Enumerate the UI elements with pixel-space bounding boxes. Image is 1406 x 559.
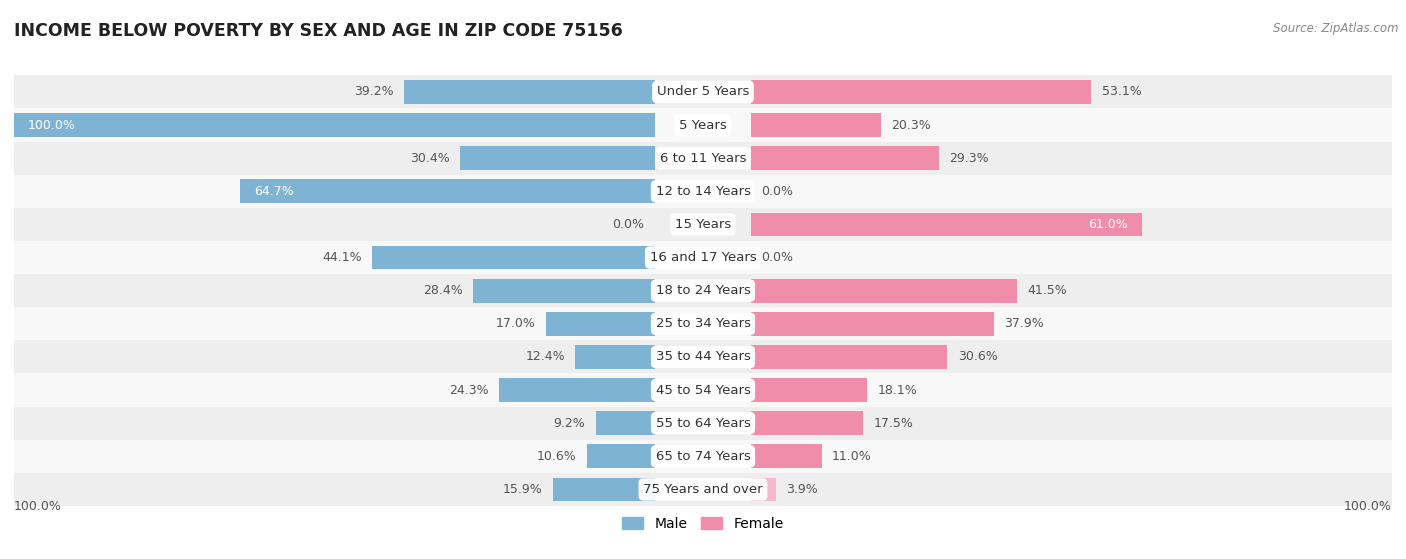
Bar xyxy=(751,80,1091,104)
Text: 61.0%: 61.0% xyxy=(1088,218,1128,231)
Text: 35 to 44 Years: 35 to 44 Years xyxy=(655,350,751,363)
Bar xyxy=(499,378,655,402)
Text: 17.5%: 17.5% xyxy=(873,416,914,430)
Text: 55 to 64 Years: 55 to 64 Years xyxy=(655,416,751,430)
Text: INCOME BELOW POVERTY BY SEX AND AGE IN ZIP CODE 75156: INCOME BELOW POVERTY BY SEX AND AGE IN Z… xyxy=(14,22,623,40)
Text: 65 to 74 Years: 65 to 74 Years xyxy=(655,450,751,463)
Text: 100.0%: 100.0% xyxy=(1344,500,1392,513)
Text: 18 to 24 Years: 18 to 24 Years xyxy=(655,284,751,297)
Text: 20.3%: 20.3% xyxy=(891,119,931,131)
Bar xyxy=(14,473,1392,506)
Bar xyxy=(14,208,1392,241)
Bar xyxy=(546,312,655,336)
Bar xyxy=(14,241,1392,274)
Bar xyxy=(14,307,1392,340)
Text: 100.0%: 100.0% xyxy=(14,500,62,513)
Bar xyxy=(460,146,655,170)
Text: 15.9%: 15.9% xyxy=(503,483,543,496)
Bar xyxy=(586,444,655,468)
Text: 25 to 34 Years: 25 to 34 Years xyxy=(655,318,751,330)
Text: 0.0%: 0.0% xyxy=(762,185,793,198)
Bar xyxy=(14,141,1392,175)
Text: 28.4%: 28.4% xyxy=(423,284,463,297)
Text: 75 Years and over: 75 Years and over xyxy=(643,483,763,496)
Bar xyxy=(751,444,821,468)
Text: Source: ZipAtlas.com: Source: ZipAtlas.com xyxy=(1274,22,1399,35)
Bar xyxy=(472,279,655,302)
Bar xyxy=(553,477,655,501)
Bar xyxy=(751,378,868,402)
Bar xyxy=(14,113,655,137)
Text: 37.9%: 37.9% xyxy=(1004,318,1045,330)
Legend: Male, Female: Male, Female xyxy=(617,511,789,537)
Text: 10.6%: 10.6% xyxy=(537,450,576,463)
Text: 53.1%: 53.1% xyxy=(1102,86,1142,98)
Text: 17.0%: 17.0% xyxy=(496,318,536,330)
Bar xyxy=(575,345,655,369)
Text: 12 to 14 Years: 12 to 14 Years xyxy=(655,185,751,198)
Text: 100.0%: 100.0% xyxy=(28,119,76,131)
Bar xyxy=(14,373,1392,406)
Text: 30.4%: 30.4% xyxy=(411,151,450,165)
Bar xyxy=(14,340,1392,373)
Text: 3.9%: 3.9% xyxy=(786,483,818,496)
Bar xyxy=(751,146,939,170)
Text: 18.1%: 18.1% xyxy=(877,383,917,396)
Bar xyxy=(751,411,863,435)
Bar xyxy=(14,108,1392,141)
Text: 29.3%: 29.3% xyxy=(949,151,988,165)
Text: 5 Years: 5 Years xyxy=(679,119,727,131)
Bar xyxy=(751,113,882,137)
Text: 9.2%: 9.2% xyxy=(554,416,585,430)
Text: 16 and 17 Years: 16 and 17 Years xyxy=(650,251,756,264)
Bar xyxy=(751,312,994,336)
Text: 39.2%: 39.2% xyxy=(354,86,394,98)
Text: 11.0%: 11.0% xyxy=(832,450,872,463)
Text: 6 to 11 Years: 6 to 11 Years xyxy=(659,151,747,165)
Bar xyxy=(240,179,655,203)
Text: 44.1%: 44.1% xyxy=(322,251,361,264)
Bar xyxy=(373,245,655,269)
Bar xyxy=(751,345,948,369)
Text: 12.4%: 12.4% xyxy=(526,350,565,363)
Text: 64.7%: 64.7% xyxy=(254,185,294,198)
Bar xyxy=(14,175,1392,208)
Text: 0.0%: 0.0% xyxy=(613,218,644,231)
Text: 41.5%: 41.5% xyxy=(1028,284,1067,297)
Text: 30.6%: 30.6% xyxy=(957,350,997,363)
Text: 0.0%: 0.0% xyxy=(762,251,793,264)
Bar xyxy=(751,279,1017,302)
Bar xyxy=(404,80,655,104)
Bar xyxy=(751,477,776,501)
Bar xyxy=(14,440,1392,473)
Text: Under 5 Years: Under 5 Years xyxy=(657,86,749,98)
Bar xyxy=(14,75,1392,108)
Bar xyxy=(751,212,1142,236)
Bar xyxy=(14,274,1392,307)
Text: 45 to 54 Years: 45 to 54 Years xyxy=(655,383,751,396)
Bar xyxy=(14,406,1392,440)
Text: 15 Years: 15 Years xyxy=(675,218,731,231)
Text: 24.3%: 24.3% xyxy=(449,383,489,396)
Bar xyxy=(596,411,655,435)
